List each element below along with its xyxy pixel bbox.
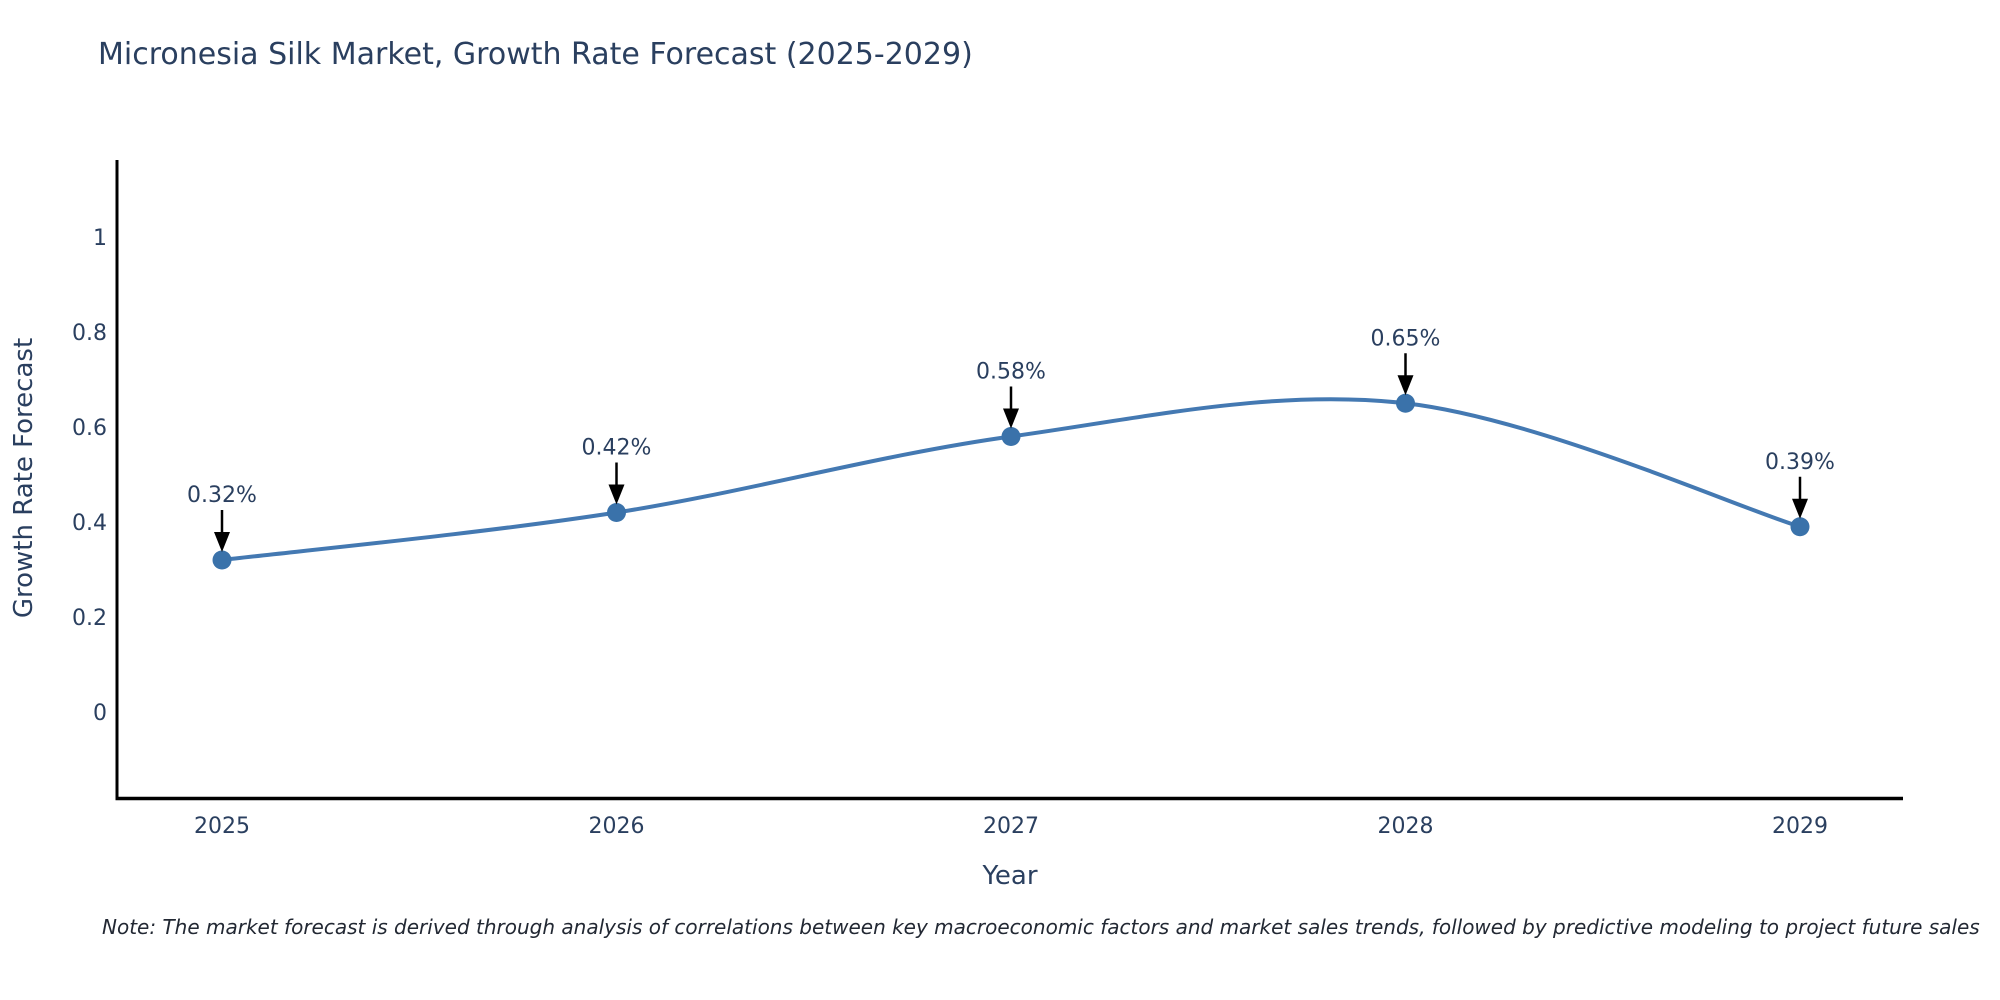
annotation-arrowhead — [1397, 375, 1414, 396]
data-point-marker — [1001, 427, 1021, 446]
x-tick-label: 2025 — [194, 814, 250, 839]
y-tick-label: 0.6 — [72, 416, 107, 441]
point-annotation: 0.58% — [976, 360, 1046, 429]
x-axis-title: Year — [981, 861, 1037, 891]
data-point-label: 0.32% — [187, 483, 257, 508]
y-tick-label: 0.8 — [72, 321, 107, 346]
data-point-label: 0.39% — [1765, 450, 1835, 475]
forecast-line-series — [212, 393, 1810, 570]
data-point-marker — [1396, 393, 1415, 413]
x-tick-label: 2027 — [983, 814, 1039, 839]
y-tick-label: 0.4 — [72, 511, 107, 536]
y-tick-label: 0.2 — [72, 606, 107, 631]
footnote: Note: The market forecast is derived thr… — [102, 915, 1980, 939]
y-axis-ticks: 0 0.2 0.4 0.6 0.8 1 — [72, 226, 107, 726]
point-annotation: 0.39% — [1765, 450, 1835, 519]
data-point-label: 0.58% — [976, 360, 1046, 385]
y-tick-label: 1 — [93, 226, 107, 251]
annotation-arrowhead — [1003, 408, 1019, 429]
x-tick-label: 2029 — [1772, 814, 1828, 839]
point-annotation: 0.32% — [187, 483, 257, 552]
data-point-label: 0.42% — [582, 436, 652, 461]
x-tick-label: 2028 — [1378, 814, 1434, 839]
annotation-arrowhead — [1792, 498, 1808, 519]
annotation-arrowhead — [214, 532, 230, 552]
y-axis-title: Growth Rate Forecast — [9, 338, 39, 618]
point-annotation: 0.42% — [582, 436, 652, 505]
point-annotation: 0.65% — [1371, 326, 1441, 396]
annotation-arrowhead — [608, 484, 625, 505]
data-point-marker — [1790, 517, 1810, 537]
data-point-marker — [212, 550, 232, 570]
x-axis-ticks: 2025 2026 2027 2028 2029 — [194, 814, 1828, 839]
x-tick-label: 2026 — [589, 814, 645, 839]
chart-title: Micronesia Silk Market, Growth Rate Fore… — [98, 37, 973, 72]
data-point-label: 0.65% — [1371, 326, 1441, 351]
data-point-marker — [607, 503, 626, 522]
point-annotations: 0.32% 0.42% 0.58% 0.65% 0.39% — [187, 326, 1835, 552]
y-tick-label: 0 — [93, 701, 107, 726]
